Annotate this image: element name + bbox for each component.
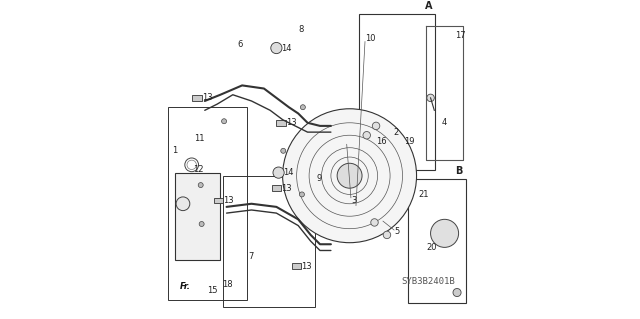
Text: 16: 16 [376, 137, 387, 146]
Circle shape [283, 109, 417, 243]
Text: 1: 1 [172, 146, 177, 155]
Text: 15: 15 [207, 286, 218, 295]
Bar [168, 107, 248, 300]
Circle shape [363, 131, 371, 139]
Circle shape [199, 221, 204, 226]
Text: 11: 11 [194, 134, 204, 143]
Text: Fr.: Fr. [180, 282, 191, 292]
Circle shape [271, 42, 282, 54]
Bar [359, 14, 435, 169]
Text: 13: 13 [301, 262, 312, 271]
Bar [292, 263, 301, 269]
Bar [272, 185, 281, 191]
Text: 17: 17 [455, 31, 466, 40]
Text: B: B [456, 166, 463, 176]
Text: 13: 13 [281, 184, 292, 193]
Circle shape [176, 197, 190, 211]
Circle shape [300, 105, 305, 110]
Text: 19: 19 [404, 137, 415, 146]
Text: 20: 20 [426, 243, 437, 252]
Circle shape [371, 219, 378, 226]
Circle shape [453, 288, 461, 297]
Bar [175, 173, 220, 260]
Text: SYB3B2401B: SYB3B2401B [401, 277, 455, 286]
Text: 3: 3 [351, 196, 356, 205]
Circle shape [273, 167, 284, 178]
Text: 13: 13 [202, 93, 212, 102]
Circle shape [281, 148, 285, 153]
Text: 14: 14 [281, 43, 292, 53]
Text: 7: 7 [248, 252, 253, 261]
Text: 13: 13 [223, 196, 234, 205]
Bar [408, 179, 466, 303]
Circle shape [431, 219, 459, 247]
Text: 9: 9 [317, 174, 322, 183]
Text: 14: 14 [284, 168, 294, 177]
Circle shape [372, 122, 380, 130]
Bar [223, 176, 316, 307]
Bar [276, 120, 285, 126]
Text: 6: 6 [237, 41, 243, 49]
Text: 10: 10 [365, 34, 376, 43]
Bar [214, 198, 223, 204]
Circle shape [383, 231, 390, 239]
Text: 4: 4 [442, 118, 447, 127]
Circle shape [337, 163, 362, 188]
Circle shape [221, 119, 227, 124]
Text: 2: 2 [393, 128, 399, 137]
Text: 8: 8 [298, 25, 303, 34]
Text: 5: 5 [395, 227, 400, 236]
Text: 18: 18 [222, 280, 232, 289]
Circle shape [198, 182, 204, 188]
Text: 13: 13 [285, 118, 296, 127]
Circle shape [427, 94, 435, 102]
Bar [192, 95, 202, 101]
Circle shape [300, 192, 305, 197]
Text: A: A [424, 1, 432, 11]
Text: 21: 21 [418, 190, 429, 199]
Text: 12: 12 [193, 165, 204, 174]
